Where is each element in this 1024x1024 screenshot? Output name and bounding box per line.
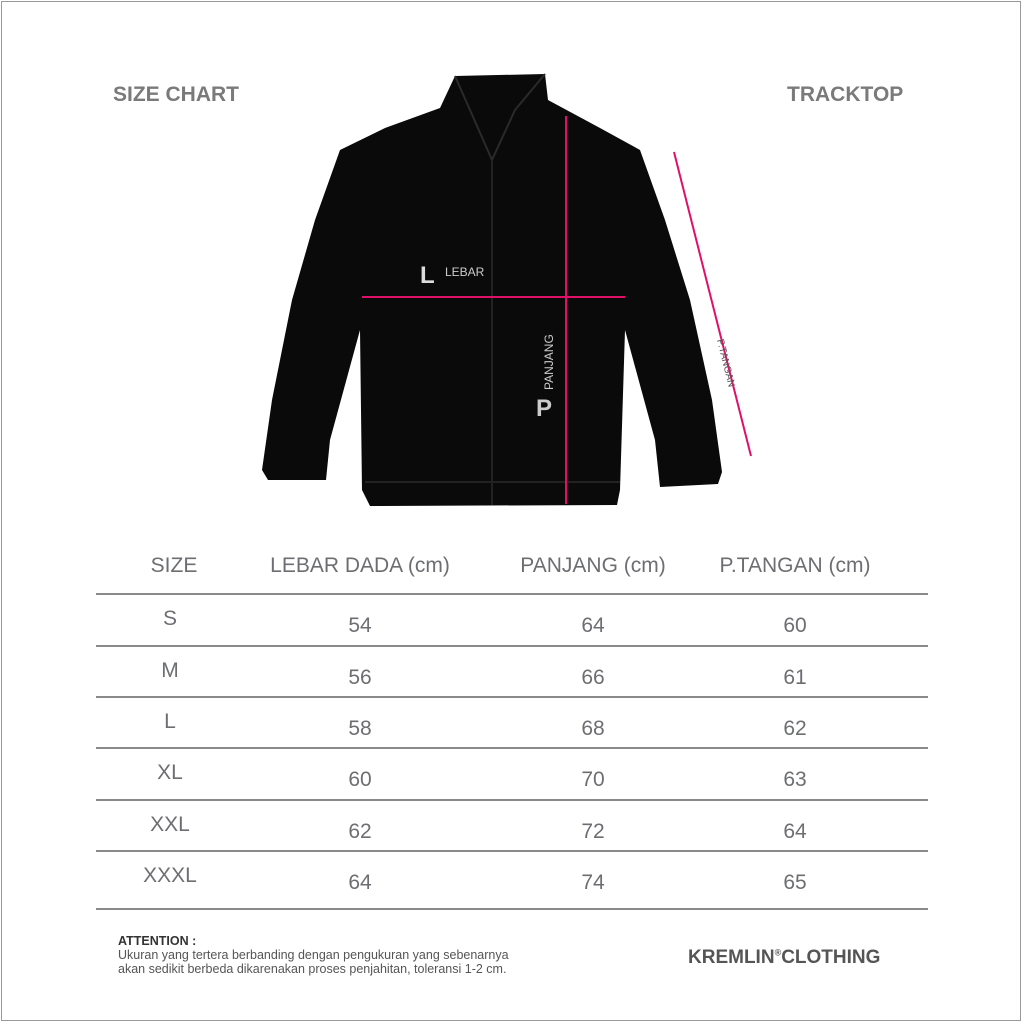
attention-line-1: Ukuran yang tertera berbanding dengan pe… (118, 948, 509, 962)
cell-tangan: 62 (783, 717, 807, 740)
registered-mark: ® (774, 947, 782, 958)
row-divider (96, 850, 928, 852)
size-chart-title: SIZE CHART (113, 83, 239, 106)
row-divider (96, 593, 928, 595)
cell-size: XXXL (143, 864, 197, 887)
cell-tangan: 65 (783, 871, 807, 894)
cell-lebar: 54 (348, 614, 372, 637)
lebar-letter: L (420, 262, 435, 289)
cell-lebar: 56 (348, 666, 372, 689)
cell-panjang: 72 (581, 820, 605, 843)
row-divider (96, 696, 928, 698)
attention-note: ATTENTION : Ukuran yang tertera berbandi… (118, 934, 509, 976)
row-divider (96, 799, 928, 801)
panjang-letter-upright: P (536, 395, 552, 422)
row-divider (96, 645, 928, 647)
brand-suffix: CLOTHING (781, 947, 881, 968)
cell-panjang: 66 (581, 666, 605, 689)
cell-tangan: 63 (783, 768, 807, 791)
header-tangan: P.TANGAN (cm) (719, 554, 871, 577)
tangan-measure-line (673, 151, 752, 457)
attention-title: ATTENTION : (118, 934, 197, 948)
cell-size: XXL (150, 813, 190, 836)
cell-tangan: 61 (783, 666, 807, 689)
cell-size: M (161, 659, 179, 682)
tangan-label: P.TANGAN (714, 338, 737, 388)
cell-lebar: 64 (348, 871, 372, 894)
cell-lebar: 60 (348, 768, 372, 791)
attention-line-2: akan sedikit berbeda dikarenakan proses … (118, 962, 507, 976)
panjang-label: PANJANG (542, 334, 556, 390)
brand-name: KREMLIN (688, 947, 775, 968)
header-lebar: LEBAR DADA (cm) (270, 554, 450, 577)
cell-tangan: 64 (783, 820, 807, 843)
jacket-diagram: L LEBAR P PANJANG P.TANGAN (262, 73, 752, 506)
brand-logo: KREMLIN®CLOTHING (688, 947, 880, 969)
lebar-label: LEBAR (445, 265, 485, 279)
row-divider (96, 747, 928, 749)
row-divider (96, 908, 928, 910)
header-size: SIZE (150, 554, 198, 577)
cell-size: S (162, 607, 178, 630)
product-type-title: TRACKTOP (787, 83, 904, 106)
cell-panjang: 70 (581, 768, 605, 791)
cell-size: L (164, 710, 176, 733)
cell-lebar: 62 (348, 820, 372, 843)
cell-size: XL (157, 761, 183, 784)
cell-tangan: 60 (783, 614, 807, 637)
cell-lebar: 58 (348, 717, 372, 740)
header-panjang: PANJANG (cm) (520, 554, 666, 577)
cell-panjang: 68 (581, 717, 605, 740)
cell-panjang: 64 (581, 614, 605, 637)
cell-panjang: 74 (581, 871, 605, 894)
